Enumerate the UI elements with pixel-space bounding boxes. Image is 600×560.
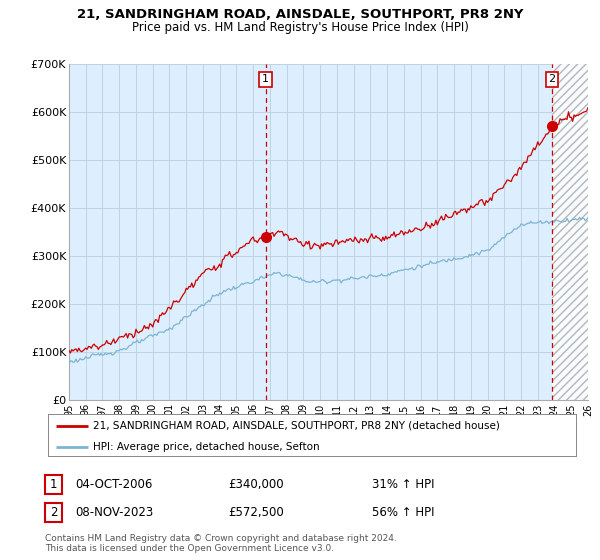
Bar: [552, 64, 596, 400]
Text: 21, SANDRINGHAM ROAD, AINSDALE, SOUTHPORT, PR8 2NY: 21, SANDRINGHAM ROAD, AINSDALE, SOUTHPOR…: [77, 8, 523, 21]
Text: 04-OCT-2006: 04-OCT-2006: [75, 478, 152, 491]
Text: 21, SANDRINGHAM ROAD, AINSDALE, SOUTHPORT, PR8 2NY (detached house): 21, SANDRINGHAM ROAD, AINSDALE, SOUTHPOR…: [93, 421, 500, 431]
Text: HPI: Average price, detached house, Sefton: HPI: Average price, detached house, Seft…: [93, 442, 320, 452]
Text: £340,000: £340,000: [228, 478, 284, 491]
Text: 31% ↑ HPI: 31% ↑ HPI: [372, 478, 434, 491]
Text: Price paid vs. HM Land Registry's House Price Index (HPI): Price paid vs. HM Land Registry's House …: [131, 21, 469, 34]
Text: 1: 1: [50, 478, 57, 491]
Bar: [552, 64, 596, 400]
Text: 2: 2: [548, 74, 556, 85]
Text: 08-NOV-2023: 08-NOV-2023: [75, 506, 153, 519]
Text: 56% ↑ HPI: 56% ↑ HPI: [372, 506, 434, 519]
Text: 1: 1: [262, 74, 269, 85]
Text: Contains HM Land Registry data © Crown copyright and database right 2024.
This d: Contains HM Land Registry data © Crown c…: [45, 534, 397, 553]
Text: £572,500: £572,500: [228, 506, 284, 519]
Text: 2: 2: [50, 506, 57, 519]
